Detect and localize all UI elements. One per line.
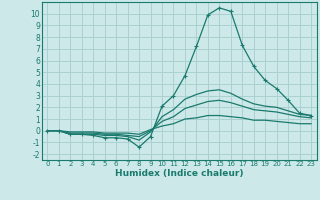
X-axis label: Humidex (Indice chaleur): Humidex (Indice chaleur) — [115, 169, 244, 178]
